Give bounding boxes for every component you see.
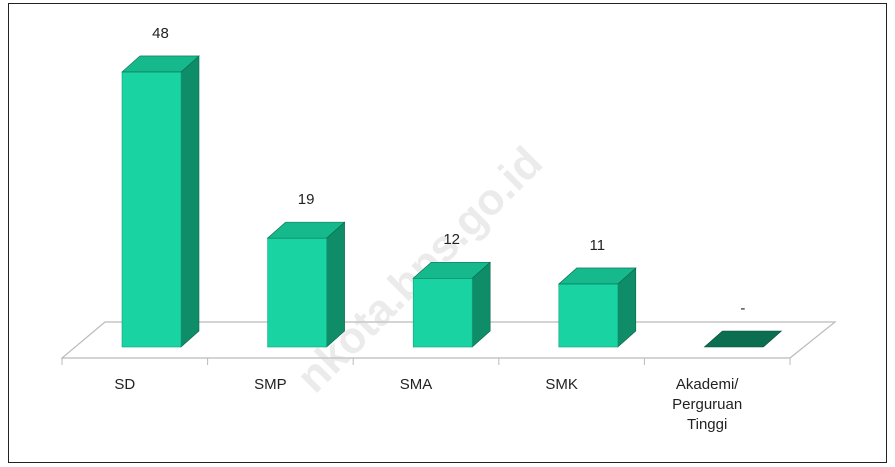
x-tick-label: SD xyxy=(114,376,136,393)
bar-top xyxy=(703,330,783,348)
bar-front xyxy=(267,237,327,348)
floor-ticks xyxy=(61,358,791,365)
value-label: 19 xyxy=(298,191,315,208)
bar xyxy=(703,330,783,348)
bar xyxy=(121,55,200,348)
x-tick-label: Akademi/ Perguruan Tinggi xyxy=(672,376,743,433)
value-label: 12 xyxy=(443,231,460,248)
bar-side xyxy=(326,221,345,348)
value-label: 11 xyxy=(590,237,606,254)
bar-top xyxy=(558,267,637,285)
bar-front xyxy=(558,283,619,348)
bar-front xyxy=(121,71,182,348)
value-label: - xyxy=(740,300,745,317)
bar-side xyxy=(180,55,200,348)
bar-top xyxy=(121,55,200,73)
bar-top xyxy=(266,221,346,239)
bar xyxy=(266,221,346,348)
x-tick-label: SMK xyxy=(545,376,578,393)
bar xyxy=(558,267,637,348)
x-tick-label: SMA xyxy=(399,376,433,393)
bar-top xyxy=(412,261,491,279)
bar-front xyxy=(412,277,473,348)
value-label: 48 xyxy=(152,25,169,42)
x-tick-label: SMP xyxy=(254,376,287,393)
bar xyxy=(412,261,491,348)
